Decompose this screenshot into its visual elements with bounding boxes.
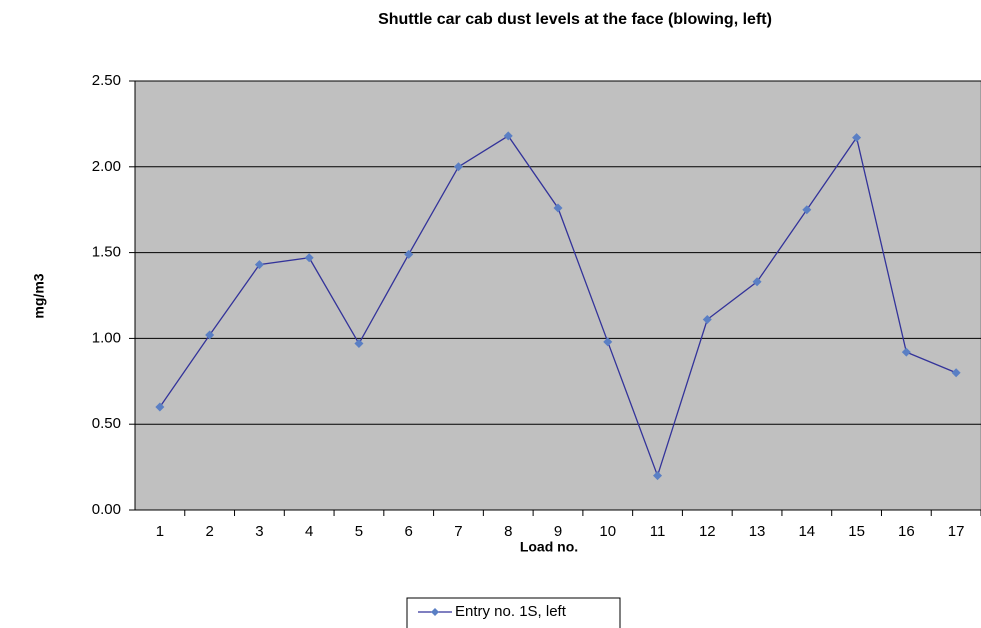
x-tick-label: 12 (699, 523, 716, 540)
y-tick-label: 1.00 (92, 329, 121, 346)
legend-label: Entry no. 1S, left (455, 603, 567, 620)
marker (453, 162, 463, 172)
x-tick-label: 5 (355, 523, 363, 540)
x-tick-label: 6 (405, 523, 413, 540)
y-tick-label: 1.50 (92, 244, 121, 261)
marker (553, 203, 563, 213)
marker (354, 339, 364, 349)
marker (752, 277, 762, 287)
marker (802, 205, 812, 215)
legend-box (406, 597, 621, 628)
x-tick-label: 4 (305, 523, 313, 540)
y-tick-label: 0.50 (92, 415, 121, 432)
x-tick-label: 10 (599, 523, 616, 540)
legend-marker (431, 608, 439, 616)
marker (951, 368, 961, 378)
marker (901, 347, 911, 357)
x-tick-label: 2 (205, 523, 213, 540)
x-tick-label: 15 (848, 523, 865, 540)
marker (653, 471, 663, 481)
marker (603, 337, 613, 347)
y-tick-label: 2.50 (92, 72, 121, 89)
x-tick-label: 9 (554, 523, 562, 540)
y-tick-label: 0.00 (92, 501, 121, 518)
x-axis-title: Load no. (520, 539, 578, 555)
x-tick-label: 17 (948, 523, 965, 540)
marker (404, 249, 414, 259)
marker (304, 253, 314, 263)
x-tick-label: 13 (749, 523, 766, 540)
marker (503, 131, 513, 141)
marker (205, 330, 215, 340)
marker (155, 402, 165, 412)
x-tick-label: 14 (798, 523, 815, 540)
y-axis-title: mg/m3 (31, 273, 47, 318)
marker (254, 260, 264, 270)
x-tick-label: 1 (156, 523, 164, 540)
y-tick-label: 2.00 (92, 158, 121, 175)
plot-area (134, 80, 981, 511)
x-tick-label: 11 (650, 523, 666, 540)
marker (702, 315, 712, 325)
chart-title: Shuttle car cab dust levels at the face … (378, 11, 772, 28)
x-tick-label: 16 (898, 523, 915, 540)
x-tick-label: 3 (255, 523, 263, 540)
x-tick-label: 8 (504, 523, 512, 540)
x-tick-label: 7 (454, 523, 462, 540)
marker (852, 133, 862, 143)
